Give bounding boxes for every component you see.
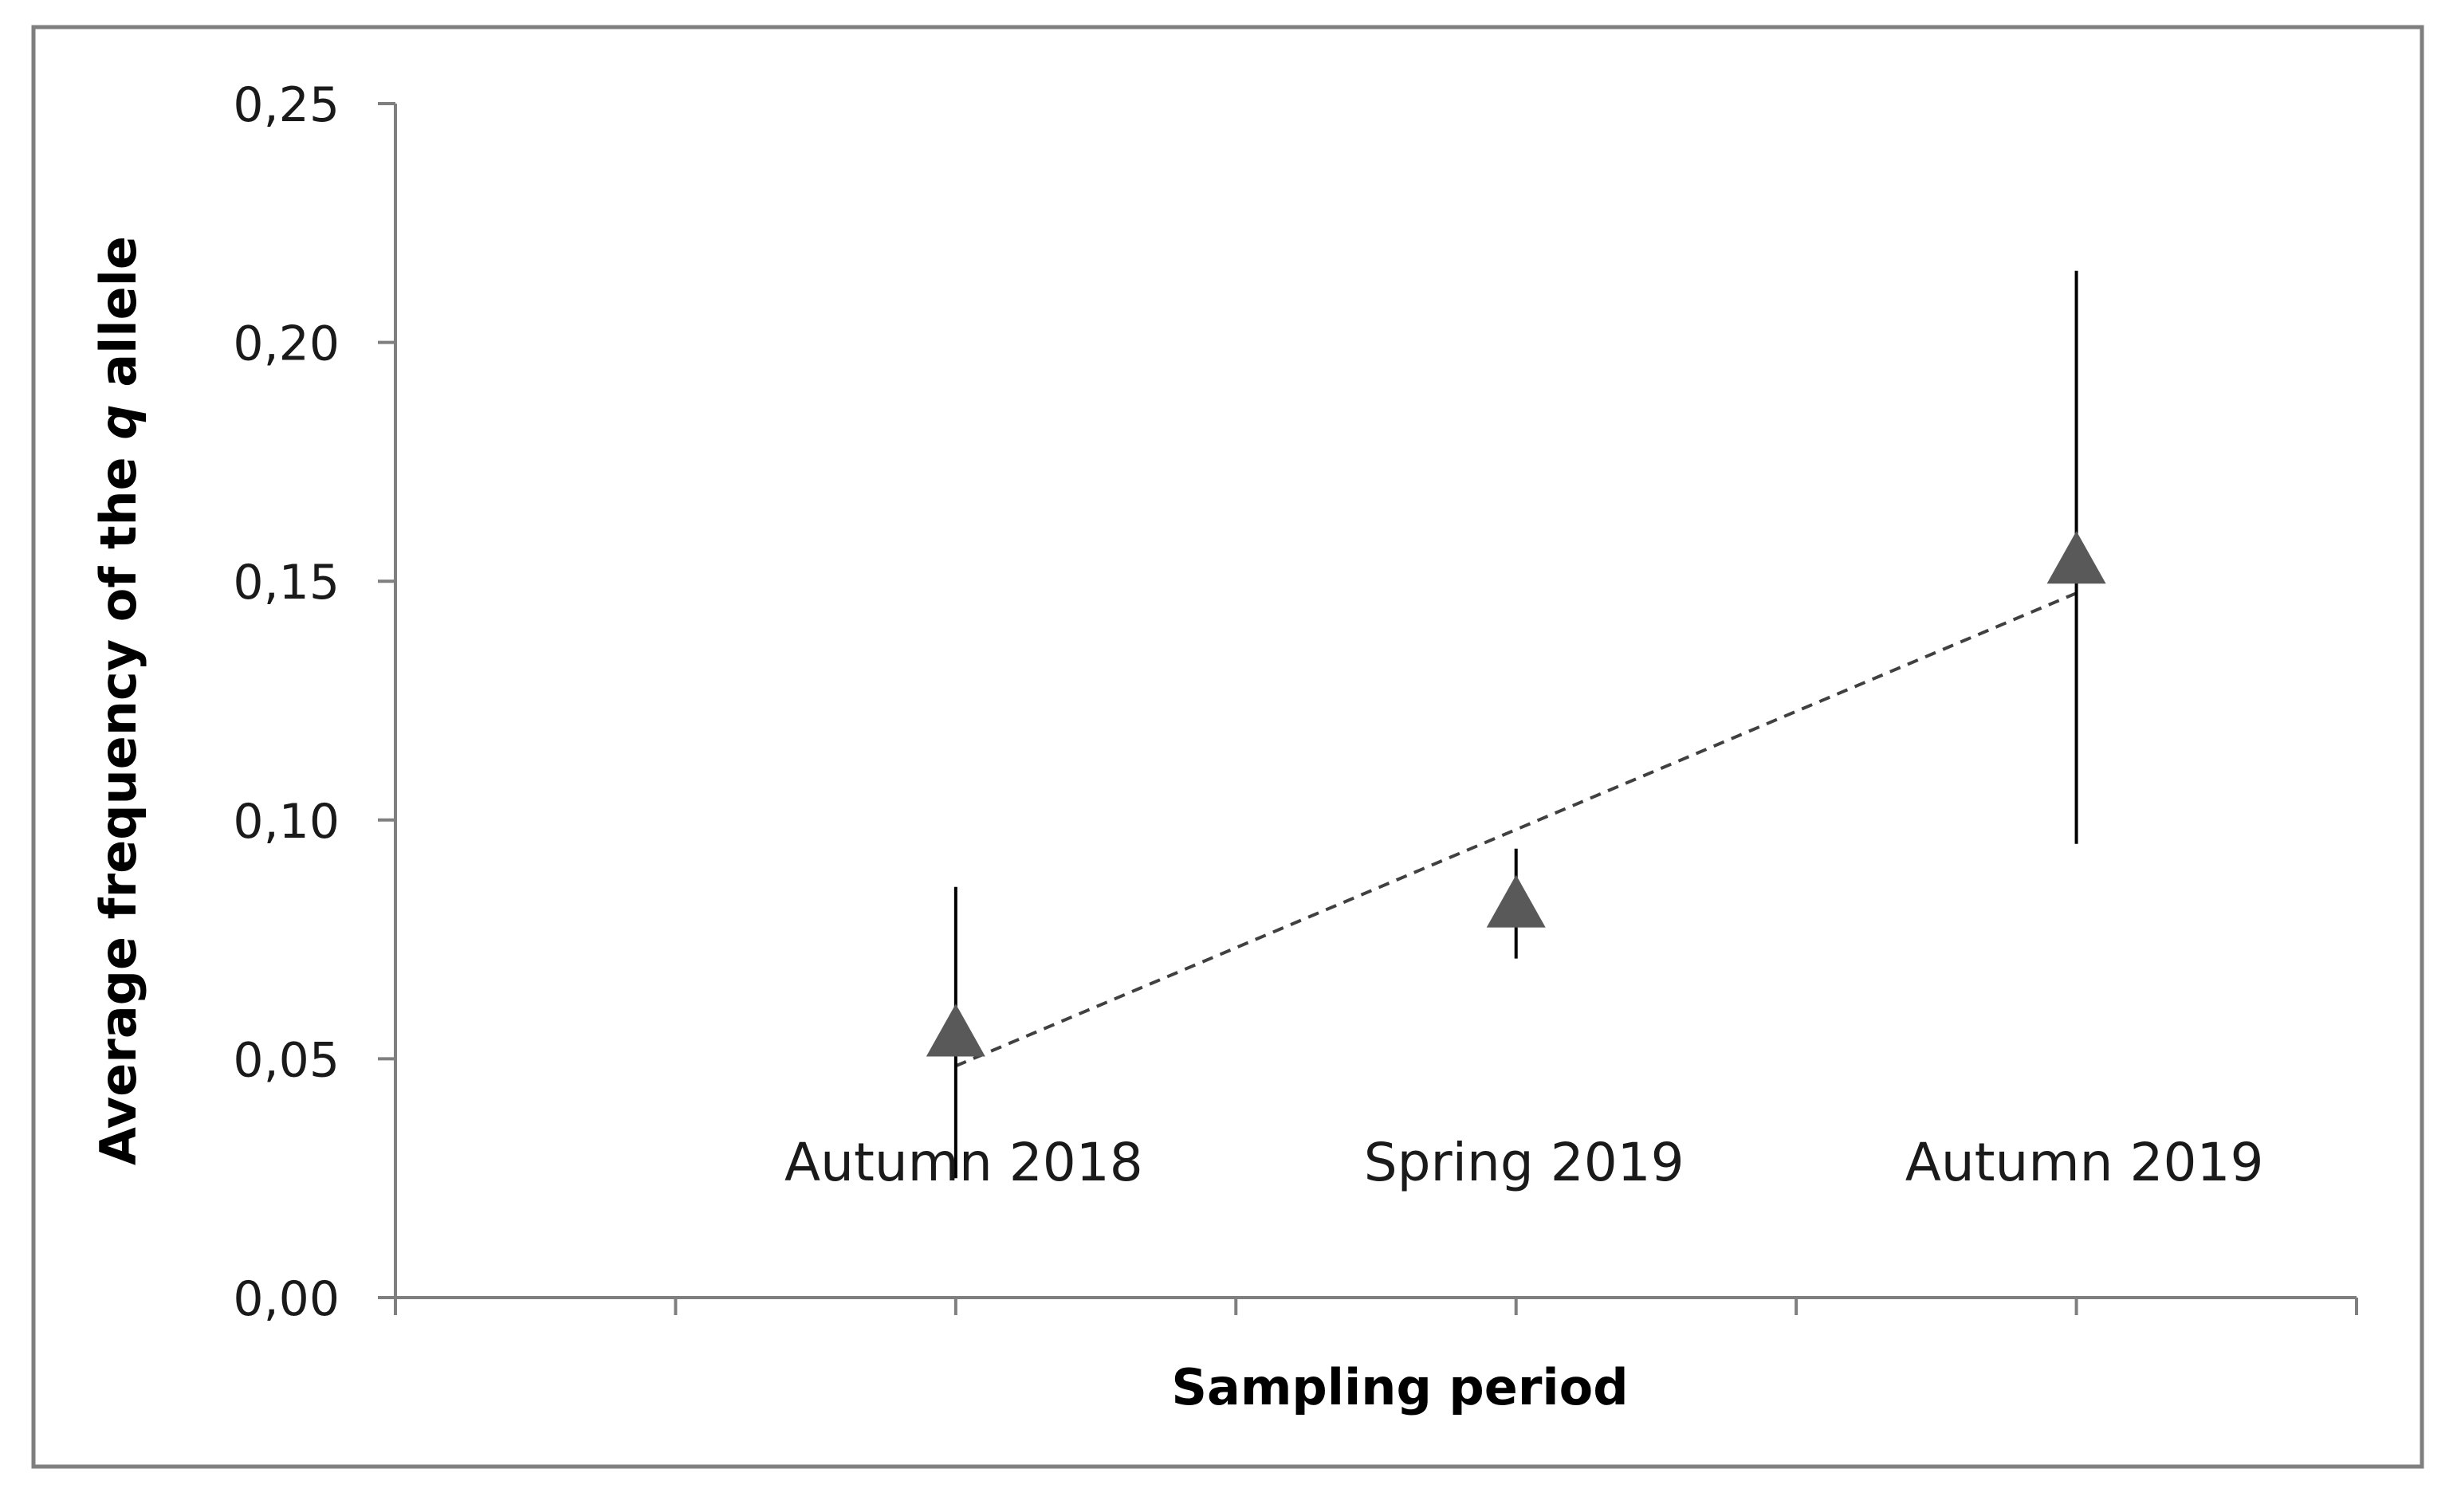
y-tick-label: 0,10 bbox=[233, 794, 340, 850]
category-label: Autumn 2019 bbox=[1905, 1132, 2264, 1193]
data-markers bbox=[926, 531, 2106, 1057]
chart-border bbox=[31, 25, 2424, 1469]
y-tick-label: 0,20 bbox=[233, 316, 340, 372]
y-tick-label: 0,00 bbox=[233, 1271, 340, 1327]
category-labels: Autumn 2018 Spring 2019 Autumn 2019 bbox=[784, 1132, 2263, 1193]
y-tick-label: 0,15 bbox=[233, 555, 340, 611]
y-tick-label: 0,05 bbox=[233, 1032, 340, 1088]
category-label: Autumn 2018 bbox=[784, 1132, 1143, 1193]
y-tick-label: 0,25 bbox=[233, 77, 340, 133]
data-point-triangle bbox=[1486, 874, 1546, 928]
y-axis-title: Average frequency of the q allele bbox=[89, 236, 147, 1165]
y-axis-title-part2: allele bbox=[89, 236, 147, 404]
y-axis-title-italic: q bbox=[89, 404, 147, 439]
data-point-triangle bbox=[2046, 531, 2106, 584]
data-point-triangle bbox=[926, 1003, 985, 1057]
x-axis-title: Sampling period bbox=[1171, 1358, 1628, 1416]
category-label: Spring 2019 bbox=[1364, 1132, 1685, 1193]
y-axis-title-part1: Average frequency of the bbox=[89, 440, 147, 1165]
x-ticks bbox=[394, 1298, 2358, 1315]
y-ticks: 0,00 0,05 0,10 0,15 0,20 0,25 bbox=[233, 77, 395, 1327]
